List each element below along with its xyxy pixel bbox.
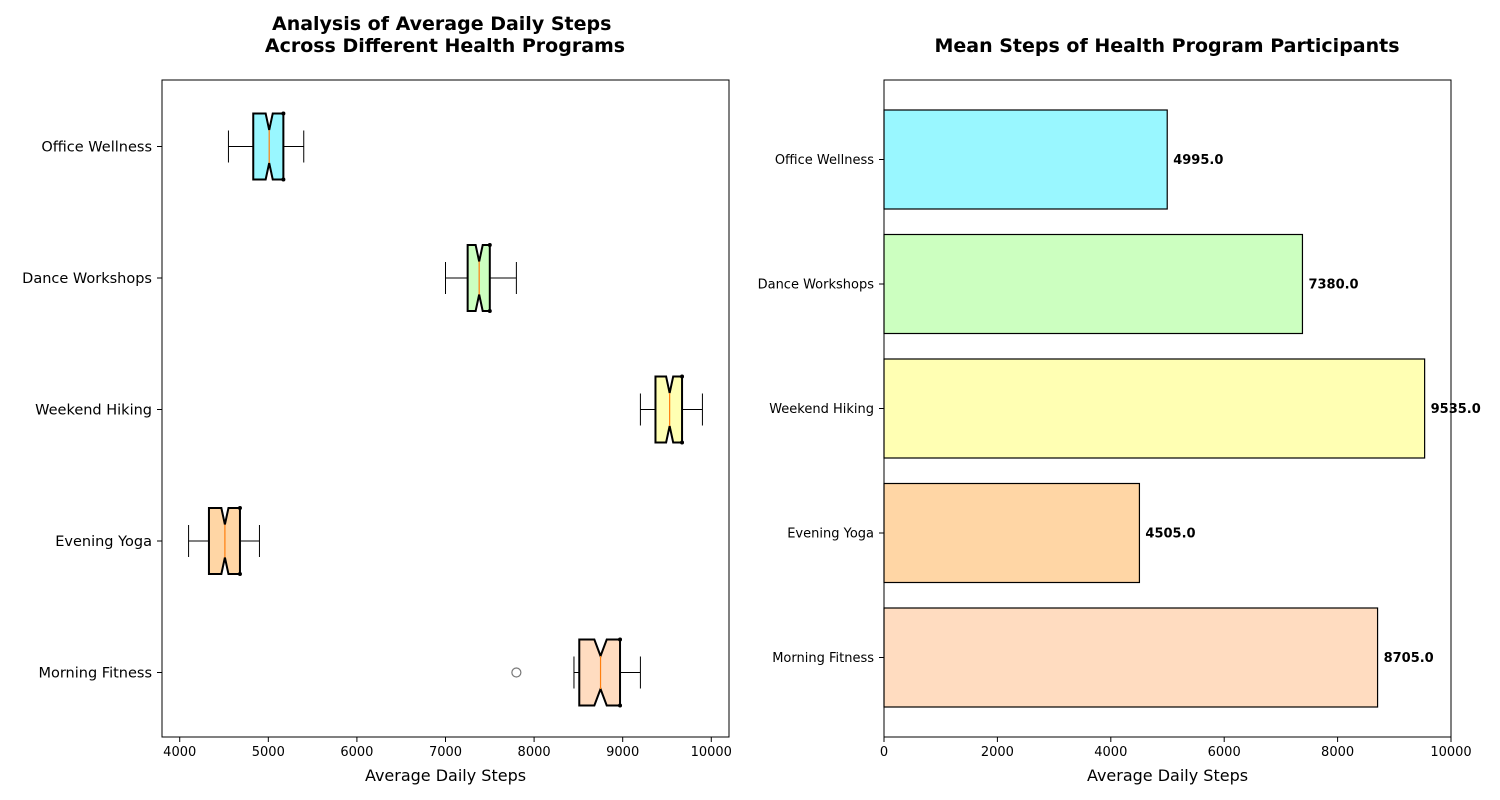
boxplot-x-tick-label-6000: 6000	[340, 745, 373, 760]
bar-category-label-weekend-hiking: Weekend Hiking	[769, 402, 874, 417]
bar-office-wellness	[883, 109, 1168, 210]
bar-value-label-weekend-hiking: 9535.0	[1431, 402, 1481, 417]
box-corner-weekend-hiking-0	[680, 374, 685, 379]
bar-category-label-evening-yoga: Evening Yoga	[787, 527, 874, 542]
boxplot-x-tick-label-9000: 9000	[606, 745, 639, 760]
bar-x-tick-label-8000: 8000	[1321, 745, 1354, 760]
boxplot-x-tick-label-7000: 7000	[429, 745, 462, 760]
bar-chart-title: Mean Steps of Health Program Participant…	[934, 35, 1399, 57]
bar-morning-fitness	[883, 607, 1379, 708]
box-corner-weekend-hiking-1	[680, 440, 685, 445]
box-office-wellness	[252, 112, 285, 181]
box-corner-morning-fitness-0	[618, 637, 623, 642]
boxplot-x-axis-label: Average Daily Steps	[365, 766, 526, 785]
bar-evening-yoga	[883, 482, 1141, 584]
box-corner-evening-yoga-1	[237, 572, 242, 576]
box-corner-morning-fitness-1	[618, 703, 623, 708]
bar-x-tick-label-10000: 10000	[1430, 745, 1471, 760]
boxplot-category-label-morning-fitness: Morning Fitness	[38, 666, 152, 682]
boxplot-category-label-weekend-hiking: Weekend Hiking	[35, 403, 152, 419]
bar-value-label-morning-fitness: 8705.0	[1384, 651, 1434, 666]
bar-chart-panel: Mean Steps of Health Program Participant…	[758, 35, 1481, 785]
bar-category-label-office-wellness: Office Wellness	[775, 153, 874, 168]
box-corner-office-wellness-1	[281, 177, 286, 182]
boxplot-panel: Analysis of Average Daily Steps Across D…	[22, 13, 732, 785]
box-corner-dance-workshops-0	[487, 243, 492, 247]
bar-x-tick-label-0: 0	[880, 745, 888, 760]
bar-chart-axes-frame	[883, 79, 1452, 738]
boxplot-x-tick-label-5000: 5000	[252, 745, 285, 760]
bar-category-label-morning-fitness: Morning Fitness	[772, 651, 874, 666]
bar-category-label-dance-workshops: Dance Workshops	[758, 278, 875, 293]
bar-value-label-dance-workshops: 7380.0	[1308, 278, 1358, 293]
boxplot-x-tick-label-8000: 8000	[518, 745, 551, 760]
boxplot-title: Analysis of Average Daily Steps Across D…	[265, 13, 625, 57]
boxplot-x-tick-label-4000: 4000	[163, 745, 196, 760]
bar-value-label-evening-yoga: 4505.0	[1145, 527, 1195, 542]
bar-chart-x-axis-label: Average Daily Steps	[1087, 766, 1248, 785]
bar-weekend-hiking	[883, 358, 1426, 459]
boxplot-category-label-evening-yoga: Evening Yoga	[55, 534, 152, 550]
bar-x-tick-label-6000: 6000	[1208, 745, 1241, 760]
box-weekend-hiking	[654, 375, 684, 444]
boxplot-x-tick-label-10000: 10000	[691, 745, 732, 760]
bar-value-label-office-wellness: 4995.0	[1173, 153, 1223, 168]
boxplot-category-label-office-wellness: Office Wellness	[41, 140, 152, 156]
box-corner-evening-yoga-0	[237, 506, 242, 510]
bar-dance-workshops	[883, 233, 1304, 335]
boxplot-category-label-dance-workshops: Dance Workshops	[22, 271, 152, 287]
box-corner-office-wellness-0	[281, 111, 286, 116]
box-corner-dance-workshops-1	[487, 309, 492, 313]
bar-x-tick-label-4000: 4000	[1094, 745, 1127, 760]
bar-x-tick-label-2000: 2000	[981, 745, 1014, 760]
boxplot-axes-frame	[161, 79, 730, 738]
outlier-morning-fitness-0	[511, 667, 522, 678]
